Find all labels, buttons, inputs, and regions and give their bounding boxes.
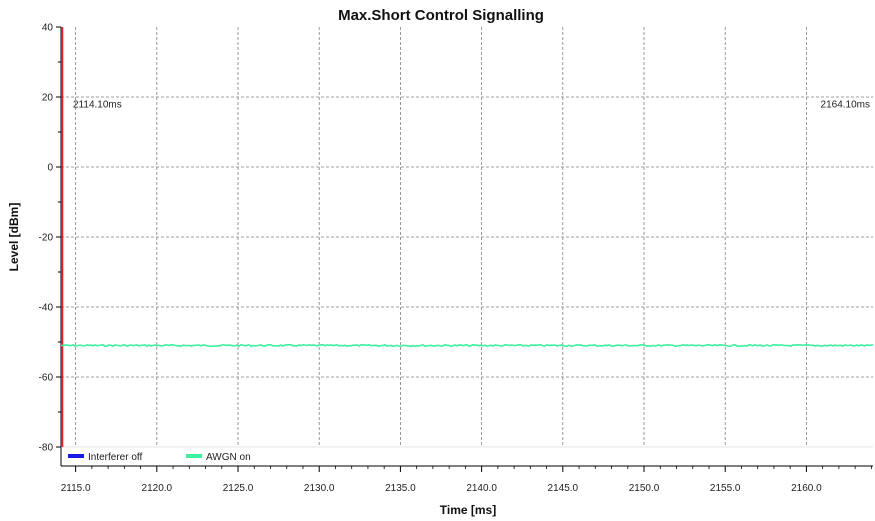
y-tick-label: -20 [39, 233, 54, 244]
x-tick-label: 2130.0 [304, 483, 335, 494]
x-axis-label: Time [ms] [440, 503, 496, 517]
x-tick-label: 2115.0 [61, 483, 91, 494]
x-tick-label: 2150.0 [629, 483, 660, 494]
x-tick-label: 2125.0 [223, 483, 254, 494]
y-tick-label: -60 [39, 373, 54, 384]
time-annotation: 2114.10ms [73, 100, 122, 111]
y-tick-label: 40 [42, 23, 54, 34]
series-line-1 [60, 343, 874, 348]
y-tick-label: -80 [39, 443, 54, 454]
y-tick-label: -40 [39, 303, 54, 314]
y-axis-label: Level [dBm] [7, 203, 21, 272]
x-tick-label: 2160.0 [791, 483, 822, 494]
x-tick-label: 2145.0 [548, 483, 579, 494]
legend-swatch-1 [186, 454, 202, 458]
y-tick-label: 0 [47, 163, 53, 174]
legend-label: AWGN on [206, 452, 251, 463]
legend-label: Interferer off [88, 452, 143, 463]
legend-swatch-0 [68, 454, 84, 458]
chart-title: Max.Short Control Signalling [338, 7, 544, 24]
y-tick-label: 20 [42, 93, 54, 104]
x-tick-label: 2120.0 [142, 483, 173, 494]
plot-background [61, 27, 873, 466]
plot-area: 40 20 0 -20 -40 -60 -80 2115.0 2120.0 2125.0 2130.… [39, 23, 874, 494]
x-tick-label: 2155.0 [710, 483, 741, 494]
x-tick-label: 2140.0 [466, 483, 497, 494]
time-annotation: 2164.10ms [821, 100, 870, 111]
x-tick-label: 2135.0 [385, 483, 416, 494]
